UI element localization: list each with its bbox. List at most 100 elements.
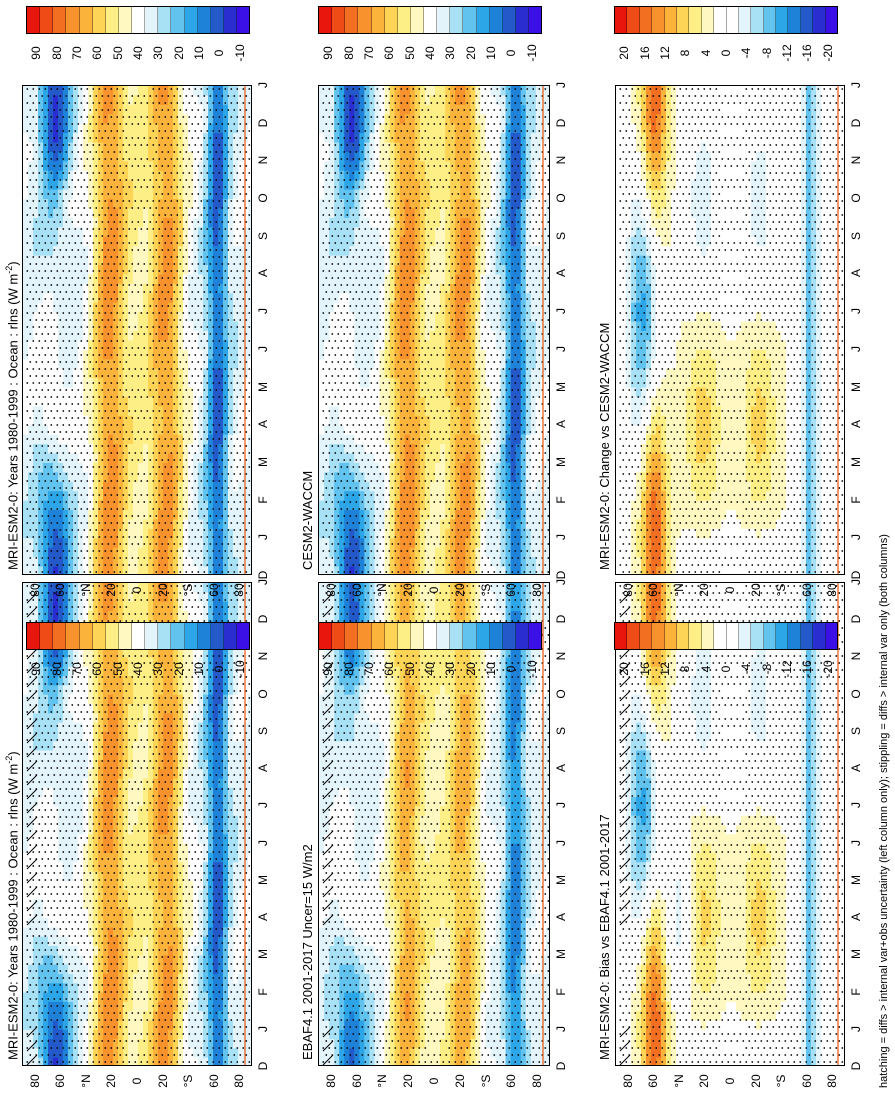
heatmap-cell <box>123 750 129 761</box>
stipple-dot <box>221 984 224 986</box>
stipple-dot <box>173 1026 176 1028</box>
heatmap-cell <box>68 862 74 873</box>
stipple-dot <box>26 599 29 601</box>
heatmap-cell <box>218 806 224 817</box>
stipple-dot <box>188 823 191 825</box>
heatmap-cell <box>68 964 74 975</box>
heatmap-cell <box>223 601 229 612</box>
heatmap-cell <box>33 815 39 826</box>
stipple-dot <box>191 830 194 832</box>
heatmap-cell <box>248 666 251 677</box>
heatmap-cell <box>163 973 169 984</box>
stipple-dot <box>179 704 182 706</box>
stipple-dot <box>200 739 203 741</box>
heatmap-cell <box>93 583 99 593</box>
heatmap-cell <box>98 843 104 854</box>
stipple-dot <box>101 886 104 888</box>
stipple-dot <box>56 865 59 867</box>
heatmap-cell <box>53 787 59 798</box>
stipple-dot <box>236 907 239 909</box>
stipple-dot <box>44 851 47 853</box>
stipple-dot <box>251 844 252 846</box>
heatmap-cell <box>43 592 49 603</box>
stipple-dot <box>128 865 131 867</box>
heatmap-cell <box>53 880 59 891</box>
stipple-dot <box>38 585 41 587</box>
heatmap-cell <box>118 955 124 966</box>
stipple-dot <box>206 739 209 741</box>
stipple-dot <box>47 760 50 762</box>
stipple-dot <box>35 998 38 1000</box>
heatmap-cell <box>173 890 179 901</box>
heatmap-cell <box>93 1020 99 1031</box>
stipple-dot <box>92 879 95 881</box>
stipple-dot <box>116 865 119 867</box>
heatmap-cell <box>153 778 159 789</box>
stipple-dot <box>95 998 98 1000</box>
heatmap-cell <box>213 834 219 845</box>
stipple-dot <box>188 683 191 685</box>
stipple-dot <box>113 914 116 916</box>
stipple-dot <box>50 865 53 867</box>
heatmap-cell <box>98 601 104 612</box>
stipple-dot <box>80 809 83 811</box>
stipple-dot <box>146 865 149 867</box>
heatmap-cell <box>98 759 104 770</box>
stipple-dot <box>209 970 212 972</box>
stipple-dot <box>170 585 173 587</box>
heatmap-cell <box>138 908 144 919</box>
stipple-dot <box>239 788 242 790</box>
heatmap-cell <box>158 722 164 733</box>
stipple-dot <box>131 704 134 706</box>
heatmap-cell <box>218 787 224 798</box>
stipple-dot <box>164 613 167 615</box>
stipple-dot <box>116 1005 119 1007</box>
stipple-dot <box>224 767 227 769</box>
heatmap-cell <box>133 610 139 621</box>
stipple-dot <box>200 655 203 657</box>
heatmap-cell <box>213 1001 219 1012</box>
heatmap-cell <box>138 890 144 901</box>
heatmap-cell <box>38 946 44 956</box>
heatmap-cell <box>38 694 44 705</box>
stipple-dot <box>119 676 122 678</box>
stipple-dot <box>110 809 113 811</box>
heatmap-cell <box>113 778 119 789</box>
heatmap-cell <box>88 1029 94 1040</box>
stipple-dot <box>86 613 89 615</box>
heatmap-cell <box>233 825 239 835</box>
stipple-dot <box>212 767 215 769</box>
stipple-dot <box>92 921 95 923</box>
month-tick-label: F <box>256 985 270 999</box>
stipple-dot <box>161 914 164 916</box>
stipple-dot <box>80 1019 83 1021</box>
stipple-dot <box>83 956 86 958</box>
heatmap-cell <box>143 880 149 891</box>
heatmap-cell <box>43 983 49 994</box>
heatmap-cell <box>208 610 214 621</box>
hatch-line <box>26 606 38 618</box>
heatmap-cell <box>143 713 149 724</box>
heatmap-cell <box>203 1001 209 1012</box>
heatmap-cell <box>128 955 134 966</box>
heatmap-cell <box>183 825 189 835</box>
heatmap-cell <box>138 946 144 956</box>
stipple-dot <box>200 921 203 923</box>
stipple-dot <box>197 886 200 888</box>
stipple-dot <box>206 725 209 727</box>
heatmap-cell <box>133 769 139 780</box>
stipple-dot <box>32 907 35 909</box>
heatmap-cell <box>203 769 209 780</box>
heatmap-cell <box>138 778 144 789</box>
stipple-dot <box>98 753 101 755</box>
heatmap-cell <box>58 964 64 975</box>
heatmap-cell <box>138 918 144 928</box>
stipple-dot <box>41 704 44 706</box>
heatmap-cell <box>153 899 159 910</box>
stipple-dot <box>251 718 252 720</box>
heatmap-cell <box>73 1011 79 1022</box>
stipple-dot <box>113 760 116 762</box>
stipple-dot <box>179 914 182 916</box>
stipple-dot <box>170 837 173 839</box>
stipple-dot <box>152 753 155 755</box>
